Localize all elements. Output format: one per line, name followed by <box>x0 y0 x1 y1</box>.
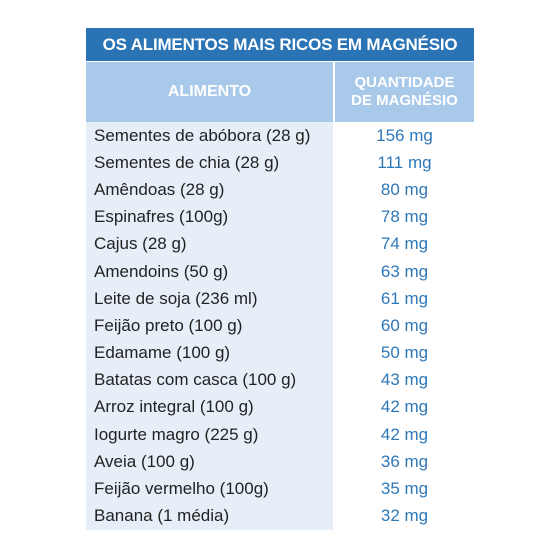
food-cell: Edamame (100 g) <box>86 339 333 367</box>
quantity-cell: 50 mg <box>335 339 474 367</box>
table-row: Cajus (28 g) 74 mg <box>86 230 474 258</box>
table-row: Arroz integral (100 g) 42 mg <box>86 393 474 422</box>
table-row: Iogurte magro (225 g) 42 mg <box>86 421 474 449</box>
quantity-cell: 63 mg <box>335 257 474 286</box>
quantity-cell: 42 mg <box>335 421 474 449</box>
quantity-cell: 32 mg <box>335 502 474 530</box>
header-quantity-line1: QUANTIDADE <box>354 74 455 91</box>
quantity-cell: 60 mg <box>335 312 474 340</box>
food-cell: Aveia (100 g) <box>86 448 333 476</box>
table-row: Feijão preto (100 g) 60 mg <box>86 312 474 340</box>
quantity-cell: 78 mg <box>335 203 474 231</box>
food-cell: Batatas com casca (100 g) <box>86 366 333 394</box>
table-row: Aveia (100 g) 36 mg <box>86 448 474 476</box>
quantity-cell: 156 mg <box>335 122 474 150</box>
table-row: Espinafres (100g) 78 mg <box>86 203 474 231</box>
magnesium-table: OS ALIMENTOS MAIS RICOS EM MAGNÉSIO ALIM… <box>86 28 474 530</box>
quantity-cell: 35 mg <box>335 475 474 503</box>
table-row: Amendoins (50 g) 63 mg <box>86 257 474 286</box>
table-row: Amêndoas (28 g) 80 mg <box>86 176 474 204</box>
quantity-cell: 36 mg <box>335 448 474 476</box>
quantity-cell: 80 mg <box>335 176 474 204</box>
header-food: ALIMENTO <box>86 62 333 122</box>
food-cell: Sementes de abóbora (28 g) <box>86 122 333 150</box>
quantity-cell: 61 mg <box>335 285 474 313</box>
food-cell: Espinafres (100g) <box>86 203 333 231</box>
food-cell: Sementes de chia (28 g) <box>86 149 333 177</box>
quantity-cell: 74 mg <box>335 230 474 258</box>
food-cell: Cajus (28 g) <box>86 230 333 258</box>
food-cell: Feijão vermelho (100g) <box>86 475 333 503</box>
table-row: Leite de soja (236 ml) 61 mg <box>86 285 474 313</box>
food-cell: Iogurte magro (225 g) <box>86 421 333 449</box>
table-title: OS ALIMENTOS MAIS RICOS EM MAGNÉSIO <box>86 28 474 61</box>
food-cell: Amendoins (50 g) <box>86 257 333 286</box>
food-cell: Amêndoas (28 g) <box>86 176 333 204</box>
table-row: Edamame (100 g) 50 mg <box>86 339 474 367</box>
food-cell: Banana (1 média) <box>86 502 333 530</box>
food-cell: Feijão preto (100 g) <box>86 312 333 340</box>
table-body: Sementes de abóbora (28 g) 156 mg Semente… <box>86 122 474 530</box>
quantity-cell: 43 mg <box>335 366 474 394</box>
table-header: ALIMENTO QUANTIDADE DE MAGNÉSIO <box>86 62 474 122</box>
table-row: Feijão vermelho (100g) 35 mg <box>86 475 474 503</box>
table-row: Sementes de abóbora (28 g) 156 mg <box>86 122 474 150</box>
table-row: Batatas com casca (100 g) 43 mg <box>86 366 474 394</box>
quantity-cell: 111 mg <box>335 149 474 177</box>
header-quantity: QUANTIDADE DE MAGNÉSIO <box>335 62 474 122</box>
quantity-cell: 42 mg <box>335 393 474 422</box>
food-cell: Leite de soja (236 ml) <box>86 285 333 313</box>
header-quantity-line2: DE MAGNÉSIO <box>351 92 458 109</box>
table-row: Sementes de chia (28 g) 111 mg <box>86 149 474 177</box>
table-row: Banana (1 média) 32 mg <box>86 502 474 530</box>
food-cell: Arroz integral (100 g) <box>86 393 333 422</box>
